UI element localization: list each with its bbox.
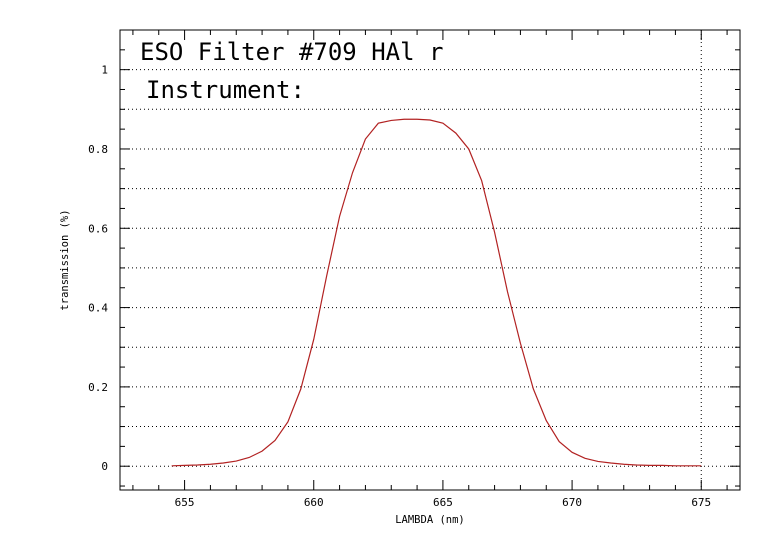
- x-tick-label: 675: [691, 496, 711, 509]
- transmission-curve: [171, 118, 702, 467]
- chart-subtitle: Instrument:: [146, 76, 305, 104]
- y-tick-label: 0.6: [88, 222, 108, 235]
- x-axis-label: LAMBDA (nm): [395, 514, 465, 526]
- y-tick-label: 0.2: [88, 381, 108, 394]
- y-axis-label: transmission (%): [59, 209, 71, 310]
- grid-lines: [120, 69, 740, 467]
- x-tick-label: 660: [304, 496, 324, 509]
- y-tick-label: 0.8: [88, 143, 108, 156]
- axis-ticks: [120, 29, 740, 490]
- x-tick-label: 665: [433, 496, 453, 509]
- x-tick-label: 655: [175, 496, 195, 509]
- tick-labels: 655 660 665 670 675 0 0.2 0.4 0.6 0.8 1: [88, 64, 711, 509]
- chart-title: ESO Filter #709 HAl r: [140, 38, 443, 66]
- y-tick-label: 0.4: [88, 302, 108, 315]
- y-tick-label: 0: [101, 460, 108, 473]
- plot-frame: [119, 29, 741, 491]
- y-tick-label: 1: [101, 64, 108, 77]
- x-tick-label: 670: [562, 496, 582, 509]
